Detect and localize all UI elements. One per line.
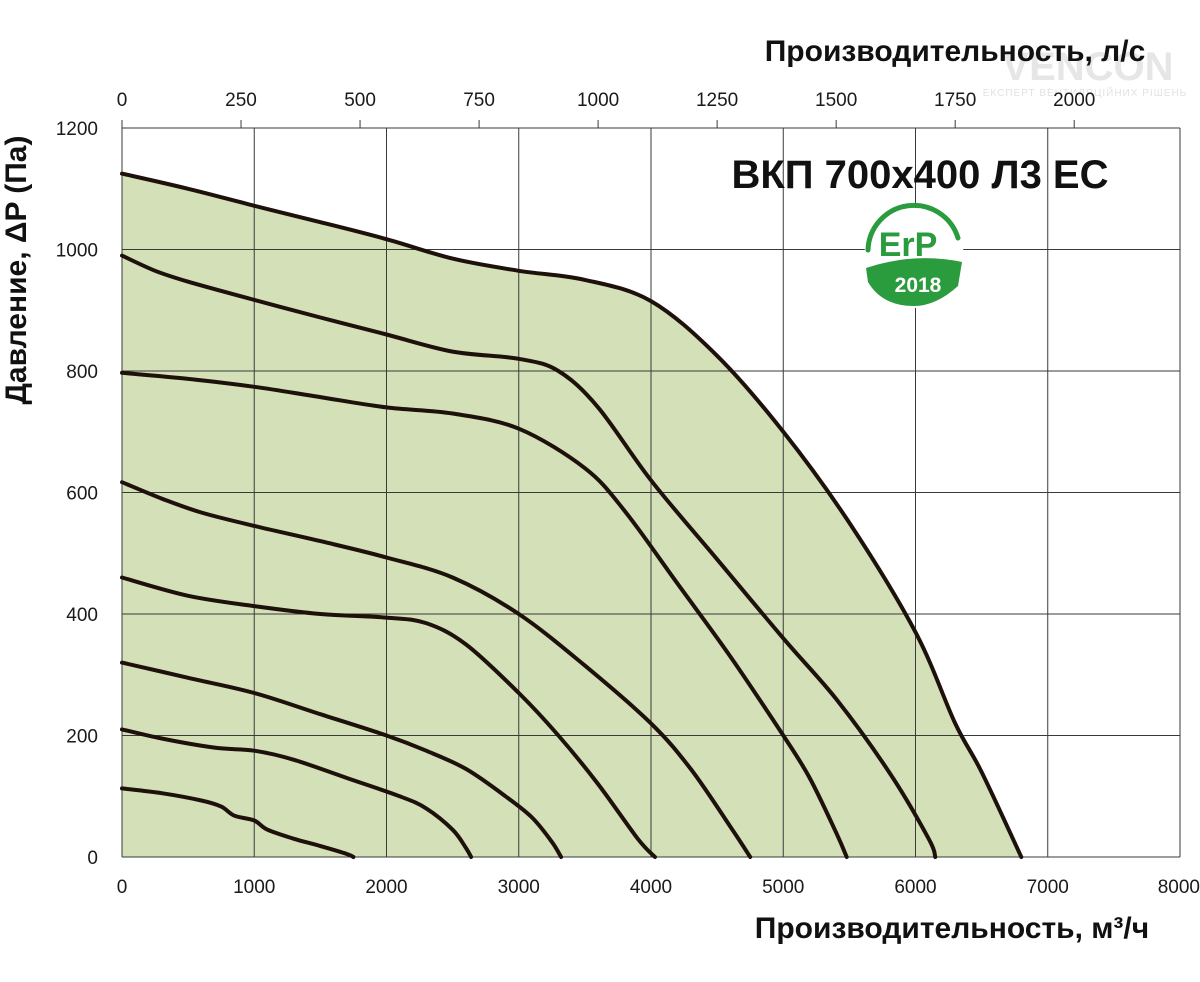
watermark-tagline: ЕКСПЕРТ ВЕНТИЛЯЦІЙНИХ РІШЕНЬ <box>983 86 1188 99</box>
top-x-tick-label: 1000 <box>577 90 619 111</box>
y-tick-label: 1200 <box>56 119 98 140</box>
x-tick-label: 1000 <box>233 877 275 898</box>
x-tick-label: 0 <box>117 877 128 898</box>
x-tick-label: 8000 <box>1158 877 1200 898</box>
erp-badge-band <box>866 258 962 306</box>
y-tick-label: 0 <box>87 848 98 869</box>
x-tick-label: 5000 <box>762 877 804 898</box>
y-tick-label: 800 <box>66 362 98 383</box>
x-tick-label: 3000 <box>498 877 540 898</box>
pressure-curve-3 <box>120 370 849 859</box>
pressure-curve-7 <box>120 727 474 859</box>
top-axis-title: Производительность, л/с <box>765 35 1146 68</box>
erp-badge-year: 2018 <box>895 274 942 297</box>
top-x-tick-label: 0 <box>117 90 128 111</box>
erp-badge-label: ErP <box>879 226 938 264</box>
y-tick-label: 600 <box>66 484 98 505</box>
top-x-tick-label: 1250 <box>696 90 738 111</box>
y-axis-title: Давление, ΔP (Па) <box>0 136 33 405</box>
pressure-curve-1 <box>120 171 1024 859</box>
top-x-tick-label: 250 <box>225 90 257 111</box>
vencon-watermark: VENCON ЕКСПЕРТ ВЕНТИЛЯЦІЙНИХ РІШЕНЬ <box>983 45 1188 99</box>
top-x-tick-label: 1750 <box>934 90 976 111</box>
pressure-curve-8 <box>120 786 356 859</box>
x-tick-label: 4000 <box>630 877 672 898</box>
top-x-tick-label: 2000 <box>1053 90 1095 111</box>
y-tick-label: 400 <box>66 605 98 626</box>
pressure-curve-4 <box>120 480 753 859</box>
watermark-brand: VENCON <box>1002 45 1173 89</box>
erp-badge-arc <box>865 202 961 253</box>
erp-2018-badge: ErP 2018 <box>864 202 964 308</box>
top-x-tick-label: 1500 <box>815 90 857 111</box>
pressure-curve-2 <box>120 253 938 859</box>
pressure-curves <box>120 171 1024 859</box>
x-tick-label: 2000 <box>365 877 407 898</box>
top-x-tick-label: 500 <box>344 90 376 111</box>
x-tick-label: 7000 <box>1027 877 1069 898</box>
operating-area-fill <box>122 173 1022 858</box>
x-tick-label: 6000 <box>894 877 936 898</box>
pressure-curve-6 <box>120 660 564 859</box>
y-tick-label: 1000 <box>56 241 98 262</box>
y-tick-label: 200 <box>66 727 98 748</box>
grid-lines <box>121 120 1181 858</box>
bottom-axis-title: Производительность, м³/ч <box>755 912 1149 945</box>
chart-title: ВКП 700x400 Л3 ЕС <box>732 153 1109 197</box>
top-x-tick-label: 750 <box>463 90 495 111</box>
operating-area <box>122 173 1022 858</box>
pressure-curve-5 <box>120 575 657 859</box>
